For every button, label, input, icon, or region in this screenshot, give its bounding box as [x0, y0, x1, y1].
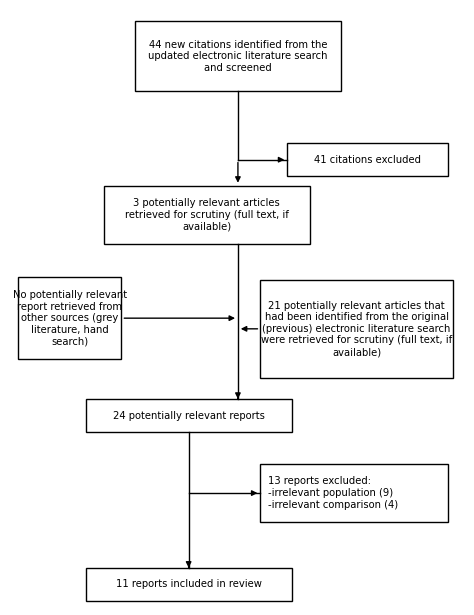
Text: 3 potentially relevant articles
retrieved for scrutiny (full text, if
available): 3 potentially relevant articles retrieve…	[125, 198, 289, 231]
FancyBboxPatch shape	[103, 186, 310, 244]
FancyBboxPatch shape	[86, 399, 292, 432]
Text: 13 reports excluded:
-irrelevant population (9)
-irrelevant comparison (4): 13 reports excluded: -irrelevant populat…	[268, 477, 399, 510]
Text: 21 potentially relevant articles that
had been identified from the original
(pre: 21 potentially relevant articles that ha…	[261, 301, 452, 357]
FancyBboxPatch shape	[260, 280, 453, 378]
Text: 41 citations excluded: 41 citations excluded	[314, 155, 421, 165]
Text: 11 reports included in review: 11 reports included in review	[116, 579, 262, 590]
FancyBboxPatch shape	[86, 568, 292, 601]
Text: 24 potentially relevant reports: 24 potentially relevant reports	[113, 411, 264, 421]
Text: 44 new citations identified from the
updated electronic literature search
and sc: 44 new citations identified from the upd…	[148, 39, 328, 73]
FancyBboxPatch shape	[18, 277, 121, 359]
FancyBboxPatch shape	[260, 464, 448, 522]
FancyBboxPatch shape	[135, 21, 341, 91]
FancyBboxPatch shape	[287, 143, 448, 177]
Text: No potentially relevant
report retrieved from
other sources (grey
literature, ha: No potentially relevant report retrieved…	[13, 290, 127, 346]
